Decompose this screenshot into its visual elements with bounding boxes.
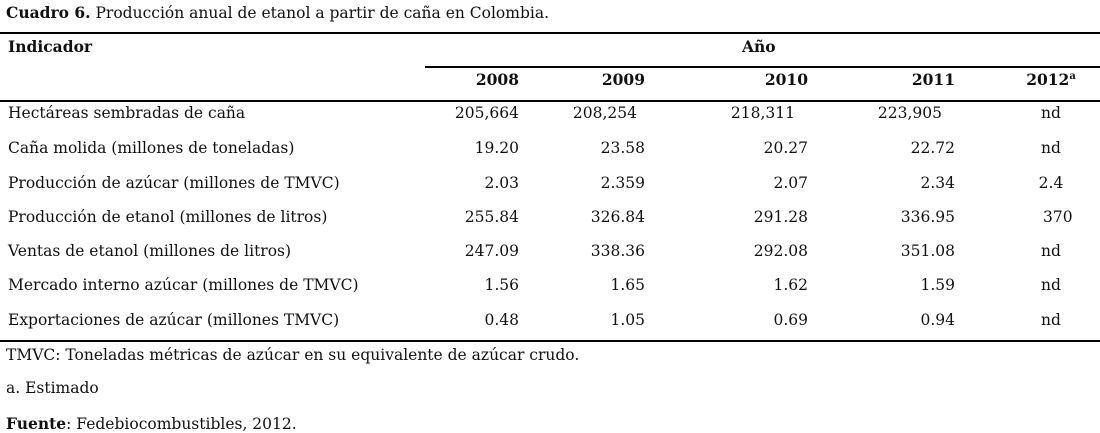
cell-value: 205,664 — [454, 104, 519, 122]
cell-value: 1.65 — [610, 276, 645, 294]
caption-text: Producción anual de etanol a partir de c… — [90, 4, 550, 22]
cell-value: 370 — [1043, 208, 1073, 226]
cell-value: 255.84 — [464, 208, 519, 226]
row-label: Ventas de etanol (millones de litros) — [8, 242, 292, 260]
cell-value: 0.48 — [484, 311, 519, 329]
cell-value: 208,254 — [572, 104, 637, 122]
year-2008: 2008 — [475, 70, 519, 89]
cell-value: 291.28 — [753, 208, 808, 226]
row-label: Mercado interno azúcar (millones de TMVC… — [8, 276, 359, 294]
cell-value: nd — [1041, 311, 1061, 329]
cell-value: 2.07 — [773, 174, 808, 192]
year-2011: 2011 — [911, 70, 955, 89]
table-row: Producción de azúcar (millones de TMVC) 2… — [0, 174, 1100, 194]
cell-value: 336.95 — [900, 208, 955, 226]
table-row: Mercado interno azúcar (millones de TMVC… — [0, 276, 1100, 296]
cell-value: 0.69 — [773, 311, 808, 329]
cell-value: 223,905 — [877, 104, 942, 122]
year-header-row: 2008 2009 2010 2011 2012a — [0, 70, 1100, 90]
year-group-rule — [425, 66, 1100, 68]
year-2012: 2012a — [1005, 70, 1097, 89]
source-text: : Fedebiocombustibles, 2012. — [66, 415, 297, 433]
cell-value: nd — [1041, 242, 1061, 260]
cell-value: 19.20 — [474, 139, 519, 157]
cell-value: 1.56 — [484, 276, 519, 294]
cell-value: nd — [1041, 104, 1061, 122]
cell-value: 351.08 — [900, 242, 955, 260]
cell-value: 218,311 — [730, 104, 795, 122]
cell-value: 20.27 — [763, 139, 808, 157]
cell-value: 326.84 — [590, 208, 645, 226]
cell-value: 247.09 — [464, 242, 519, 260]
cell-value: 2.4 — [1038, 174, 1064, 192]
source-label: Fuente — [6, 414, 67, 433]
table-row: Exportaciones de azúcar (millones TMVC) 0… — [0, 311, 1100, 331]
cell-value: 2.03 — [484, 174, 519, 192]
cell-value: 22.72 — [910, 139, 955, 157]
row-label: Exportaciones de azúcar (millones TMVC) — [8, 311, 340, 329]
year-2009: 2009 — [601, 70, 645, 89]
cell-value: nd — [1041, 276, 1061, 294]
cell-value: 1.05 — [610, 311, 645, 329]
year-2012-text: 2012 — [1026, 70, 1070, 89]
table-row: Caña molida (millones de toneladas) 19.20… — [0, 139, 1100, 159]
cell-value: 2.359 — [600, 174, 645, 192]
caption-label: Cuadro 6. — [6, 3, 91, 22]
row-label: Producción de etanol (millones de litros… — [8, 208, 328, 226]
cell-value: 2.34 — [920, 174, 955, 192]
table-row: Ventas de etanol (millones de litros) 247… — [0, 242, 1100, 262]
row-label: Caña molida (millones de toneladas) — [8, 139, 295, 157]
year-2010: 2010 — [764, 70, 808, 89]
year-2012-superscript: a — [1069, 70, 1076, 82]
cell-value: 1.59 — [920, 276, 955, 294]
row-label: Producción de azúcar (millones de TMVC) — [8, 174, 340, 192]
table-row: Hectáreas sembradas de caña 205,664 208,25… — [0, 104, 1100, 124]
cell-value: 23.58 — [600, 139, 645, 157]
cell-value: 0.94 — [920, 311, 955, 329]
row-label: Hectáreas sembradas de caña — [8, 104, 246, 122]
source-note: Fuente: Fedebiocombustibles, 2012. — [6, 414, 297, 433]
note-a: a. Estimado — [6, 379, 99, 397]
table-row: Producción de etanol (millones de litros… — [0, 208, 1100, 228]
cell-value: nd — [1041, 139, 1061, 157]
top-rule — [0, 32, 1100, 34]
cell-value: 292.08 — [753, 242, 808, 260]
header-rule — [0, 100, 1100, 102]
header-year-group: Año — [742, 37, 776, 56]
cell-value: 1.62 — [773, 276, 808, 294]
header-indicator: Indicador — [8, 37, 93, 56]
note-tmvc: TMVC: Toneladas métricas de azúcar en su… — [6, 346, 580, 364]
cell-value: 338.36 — [590, 242, 645, 260]
table-caption: Cuadro 6. Producción anual de etanol a p… — [6, 3, 549, 22]
bottom-rule — [0, 340, 1100, 342]
